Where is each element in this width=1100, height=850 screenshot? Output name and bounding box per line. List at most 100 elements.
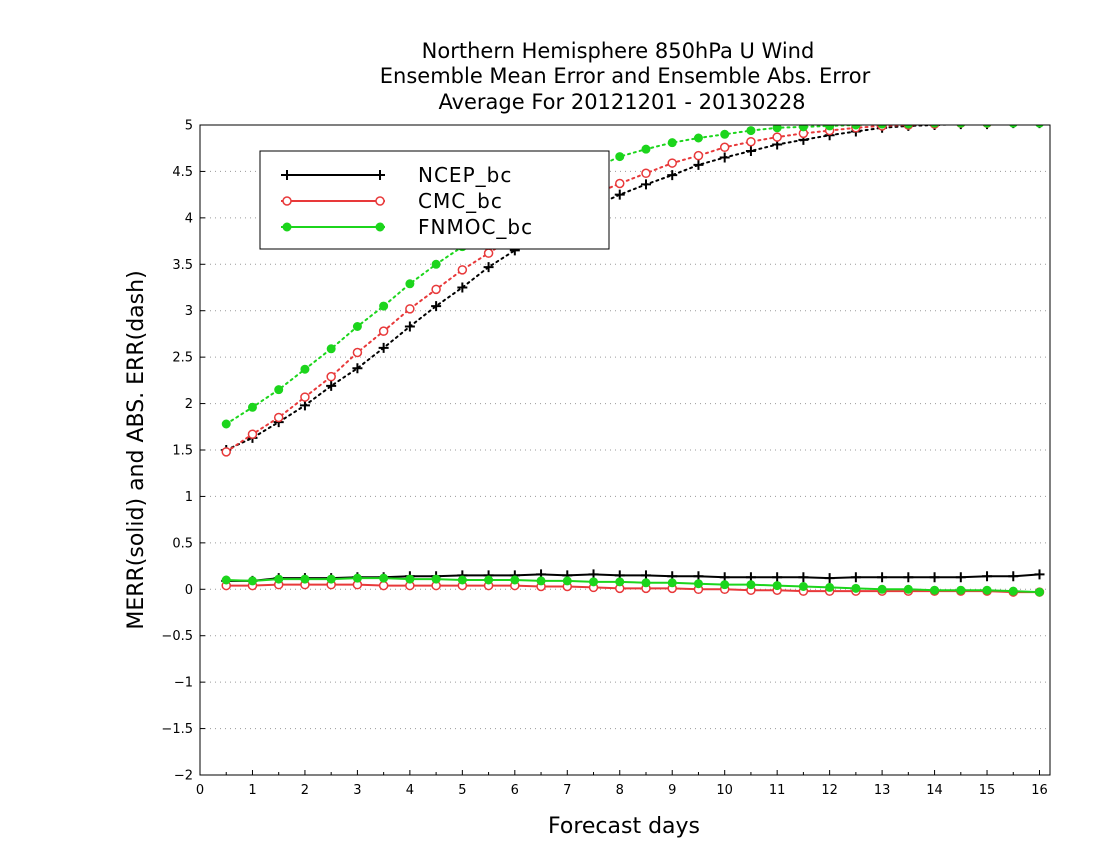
abs-err-point — [640, 179, 651, 190]
abs-err-point — [431, 301, 442, 312]
grid-lines — [200, 170, 1050, 730]
merr-point — [641, 578, 651, 588]
abs-err-point — [720, 129, 730, 139]
legend-marker-end — [375, 170, 385, 180]
y-tick-label: 1 — [185, 490, 193, 505]
merr-point — [956, 585, 966, 595]
abs-err-point — [903, 125, 913, 129]
merr-point — [798, 572, 809, 583]
legend-marker-start — [282, 222, 292, 232]
abs-err-point — [299, 400, 310, 411]
abs-err-point — [431, 259, 441, 269]
abs-err-point — [798, 125, 808, 132]
chart-title: Northern Hemisphere 850hPa U Wind Ensemb… — [380, 39, 871, 114]
series-fnmoc-bc — [221, 125, 1045, 597]
title-line-3: Average For 20121201 - 20130228 — [438, 90, 805, 114]
abs-err-point — [745, 146, 756, 156]
merr-point — [536, 576, 546, 586]
y-axis-label: MERR(solid) and ABS. ERR(dash) — [124, 270, 149, 629]
abs-err-point — [641, 144, 651, 154]
abs-err-point — [982, 125, 992, 128]
abs-err-point — [352, 347, 363, 358]
legend-label: CMC_bc — [418, 189, 503, 213]
legend-label: NCEP_bc — [418, 163, 512, 187]
abs-err-point — [247, 429, 258, 439]
abs-err-point — [274, 385, 284, 395]
abs-err-point — [693, 159, 704, 170]
abs-err-point — [693, 133, 703, 143]
abs-err-point — [457, 265, 468, 275]
merr-point — [982, 571, 993, 582]
abs-err-point — [221, 447, 231, 457]
merr-point — [903, 584, 913, 594]
merr-point — [457, 575, 467, 585]
x-tick-label: 0 — [196, 783, 204, 798]
merr-point — [930, 585, 940, 595]
x-tick-label: 8 — [616, 783, 624, 798]
merr-point — [274, 574, 284, 584]
y-tick-label: 0.5 — [172, 536, 193, 551]
abs-err-point — [746, 136, 756, 147]
abs-err-point — [615, 152, 625, 162]
x-tick-label: 15 — [979, 783, 996, 798]
x-tick-label: 6 — [511, 783, 519, 798]
legend-item: CMC_bc — [281, 189, 503, 213]
abs-err-point — [457, 282, 468, 293]
merr-point — [300, 574, 310, 584]
legend-marker-end — [375, 196, 385, 206]
merr-point — [589, 577, 599, 587]
merr-point — [352, 573, 362, 583]
merr-point — [510, 575, 520, 585]
merr-point — [1008, 586, 1018, 596]
legend-marker-start — [282, 196, 292, 206]
abs-err-point — [378, 326, 389, 336]
abs-err-point — [877, 125, 887, 129]
abs-err-point — [405, 279, 415, 289]
y-tick-label: 3.5 — [172, 258, 193, 273]
x-tick-label: 11 — [769, 783, 786, 798]
merr-point — [1035, 587, 1045, 597]
abs-err-point — [352, 363, 363, 374]
x-tick-label: 14 — [926, 783, 943, 798]
abs-err-point — [667, 158, 677, 168]
abs-err-point — [956, 125, 965, 128]
merr-line — [226, 583, 1040, 594]
abs-err-point — [1035, 125, 1044, 128]
legend-item: NCEP_bc — [281, 163, 512, 187]
x-tick-label: 2 — [301, 783, 309, 798]
abs-err-point — [352, 322, 362, 331]
legend-label: FNMOC_bc — [418, 215, 533, 239]
merr-point — [693, 579, 703, 589]
merr-point — [903, 572, 914, 583]
y-tick-label: −1 — [174, 676, 193, 691]
abs-err-point — [221, 419, 231, 429]
abs-err-point — [1009, 125, 1018, 128]
merr-point — [798, 582, 808, 591]
abs-err-point — [667, 138, 677, 148]
abs-err-point — [379, 301, 389, 311]
merr-point — [1008, 571, 1019, 582]
abs-err-point — [719, 142, 730, 153]
merr-point — [326, 574, 336, 584]
y-tick-label: 5 — [185, 119, 193, 134]
title-line-2: Ensemble Mean Error and Ensemble Abs. Er… — [380, 64, 871, 88]
y-tick-label: 2 — [185, 397, 193, 412]
y-axis-ticks: −2 −1.5 −1 −0.5 0 0.5 1 1.5 2 2.5 3 3.5 4 4.5 5 — [161, 119, 205, 784]
y-tick-label: 4 — [185, 211, 193, 226]
series-layer — [221, 125, 1045, 597]
merr-point — [247, 576, 257, 586]
x-tick-label: 13 — [874, 783, 891, 798]
x-tick-label: 3 — [353, 783, 361, 798]
abs-err-point — [326, 380, 337, 391]
abs-err-point — [483, 248, 494, 258]
abs-err-point — [615, 178, 625, 189]
abs-err-point — [405, 304, 415, 314]
x-tick-label: 10 — [716, 783, 733, 798]
merr-point — [877, 584, 887, 594]
x-axis-label: Forecast days — [548, 814, 700, 839]
merr-point — [431, 574, 441, 584]
merr-point — [405, 574, 415, 584]
legend-marker-start — [282, 170, 292, 180]
